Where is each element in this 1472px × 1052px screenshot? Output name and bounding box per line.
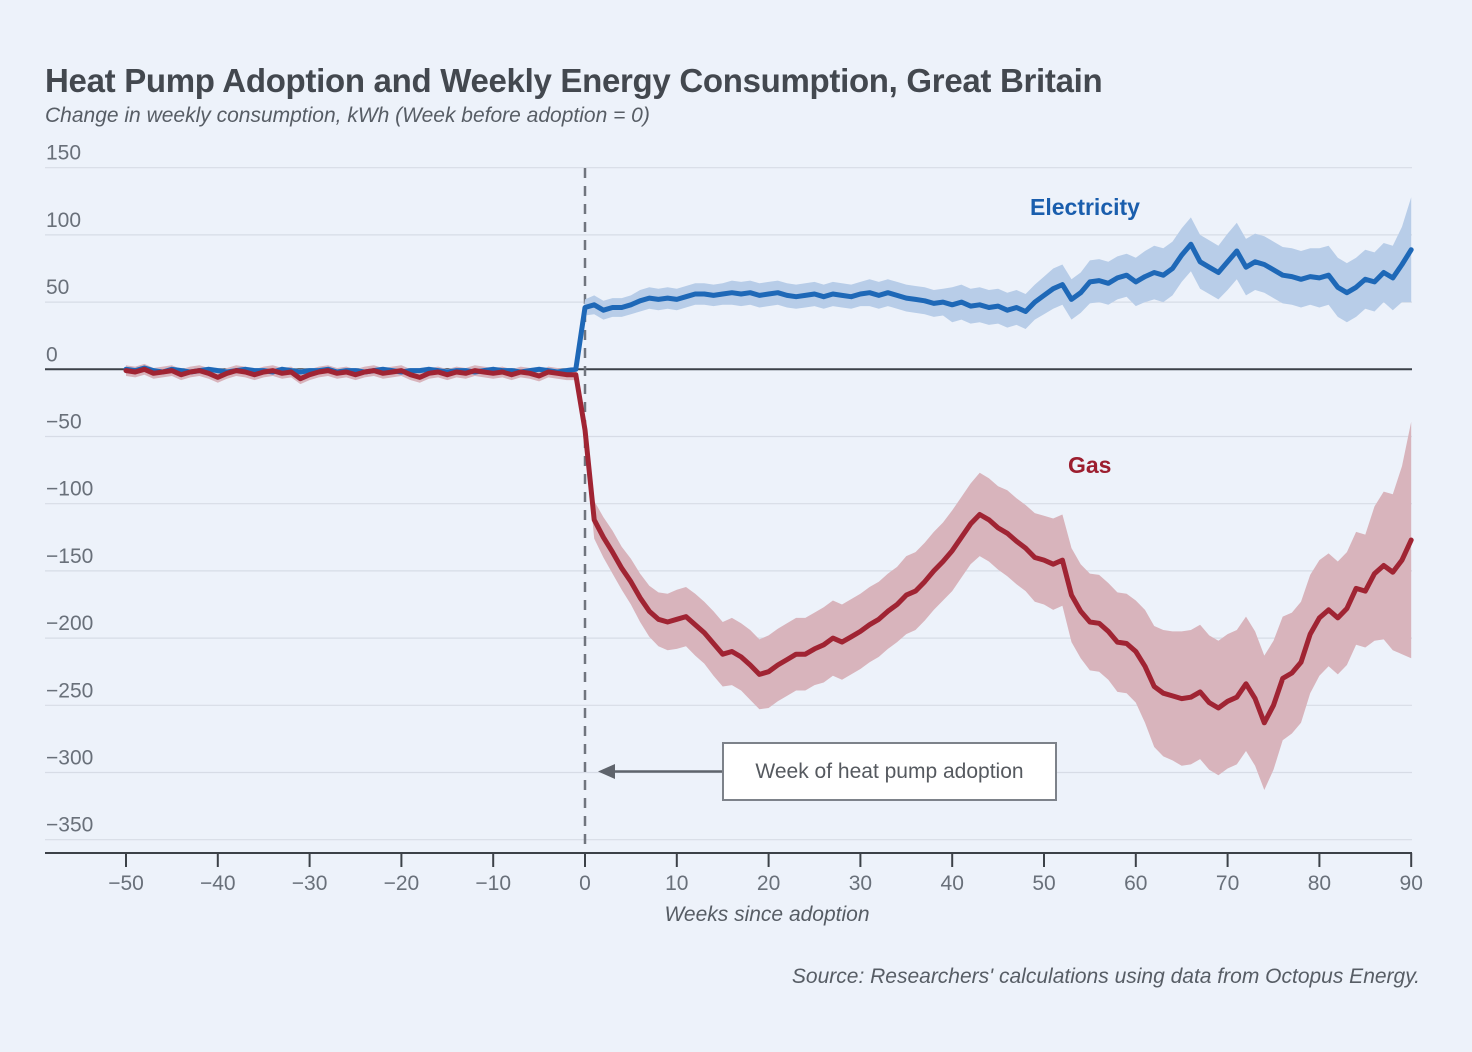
y-tick-label: 0 bbox=[46, 343, 58, 366]
x-tick-label: 80 bbox=[1308, 872, 1331, 895]
source-note: Source: Researchers' calculations using … bbox=[791, 965, 1420, 988]
y-tick-label: −150 bbox=[46, 545, 93, 568]
x-tick-label: −10 bbox=[475, 872, 511, 895]
annotation-arrow-head bbox=[598, 764, 615, 779]
x-tick-label: 20 bbox=[757, 872, 780, 895]
x-tick-label: 0 bbox=[579, 872, 591, 895]
gas-confidence-band bbox=[126, 363, 1412, 790]
y-tick-label: 100 bbox=[46, 209, 81, 232]
y-tick-label: 50 bbox=[46, 276, 69, 299]
x-tick-label: 60 bbox=[1124, 872, 1147, 895]
y-tick-label: −200 bbox=[46, 612, 93, 635]
y-tick-label: −300 bbox=[46, 747, 93, 770]
y-tick-label: −350 bbox=[46, 814, 93, 837]
x-tick-label: −40 bbox=[200, 872, 236, 895]
adoption-annotation-box: Week of heat pump adoption bbox=[722, 742, 1057, 801]
x-tick-label: 70 bbox=[1216, 872, 1239, 895]
chart-title: Heat Pump Adoption and Weekly Energy Con… bbox=[45, 62, 1103, 100]
y-tick-label: −50 bbox=[46, 411, 82, 434]
x-tick-label: 10 bbox=[665, 872, 688, 895]
y-tick-label: 150 bbox=[46, 142, 81, 165]
y-tick-label: −100 bbox=[46, 478, 93, 501]
series-label-electricity: Electricity bbox=[1030, 194, 1140, 220]
series-label-gas: Gas bbox=[1068, 452, 1112, 478]
gas-line bbox=[123, 366, 1414, 726]
x-tick-label: −20 bbox=[384, 872, 420, 895]
x-tick-label: 40 bbox=[941, 872, 964, 895]
x-tick-label: 30 bbox=[849, 872, 872, 895]
y-tick-label: −250 bbox=[46, 679, 93, 702]
y-axis-caption: Change in weekly consumption, kWh (Week … bbox=[45, 104, 650, 127]
x-tick-label: 50 bbox=[1032, 872, 1055, 895]
x-tick-label: −30 bbox=[292, 872, 328, 895]
x-tick-label: −50 bbox=[108, 872, 144, 895]
x-tick-label: 90 bbox=[1400, 872, 1423, 895]
electricity-confidence-band bbox=[126, 197, 1412, 375]
x-axis-title: Weeks since adoption bbox=[664, 903, 870, 926]
